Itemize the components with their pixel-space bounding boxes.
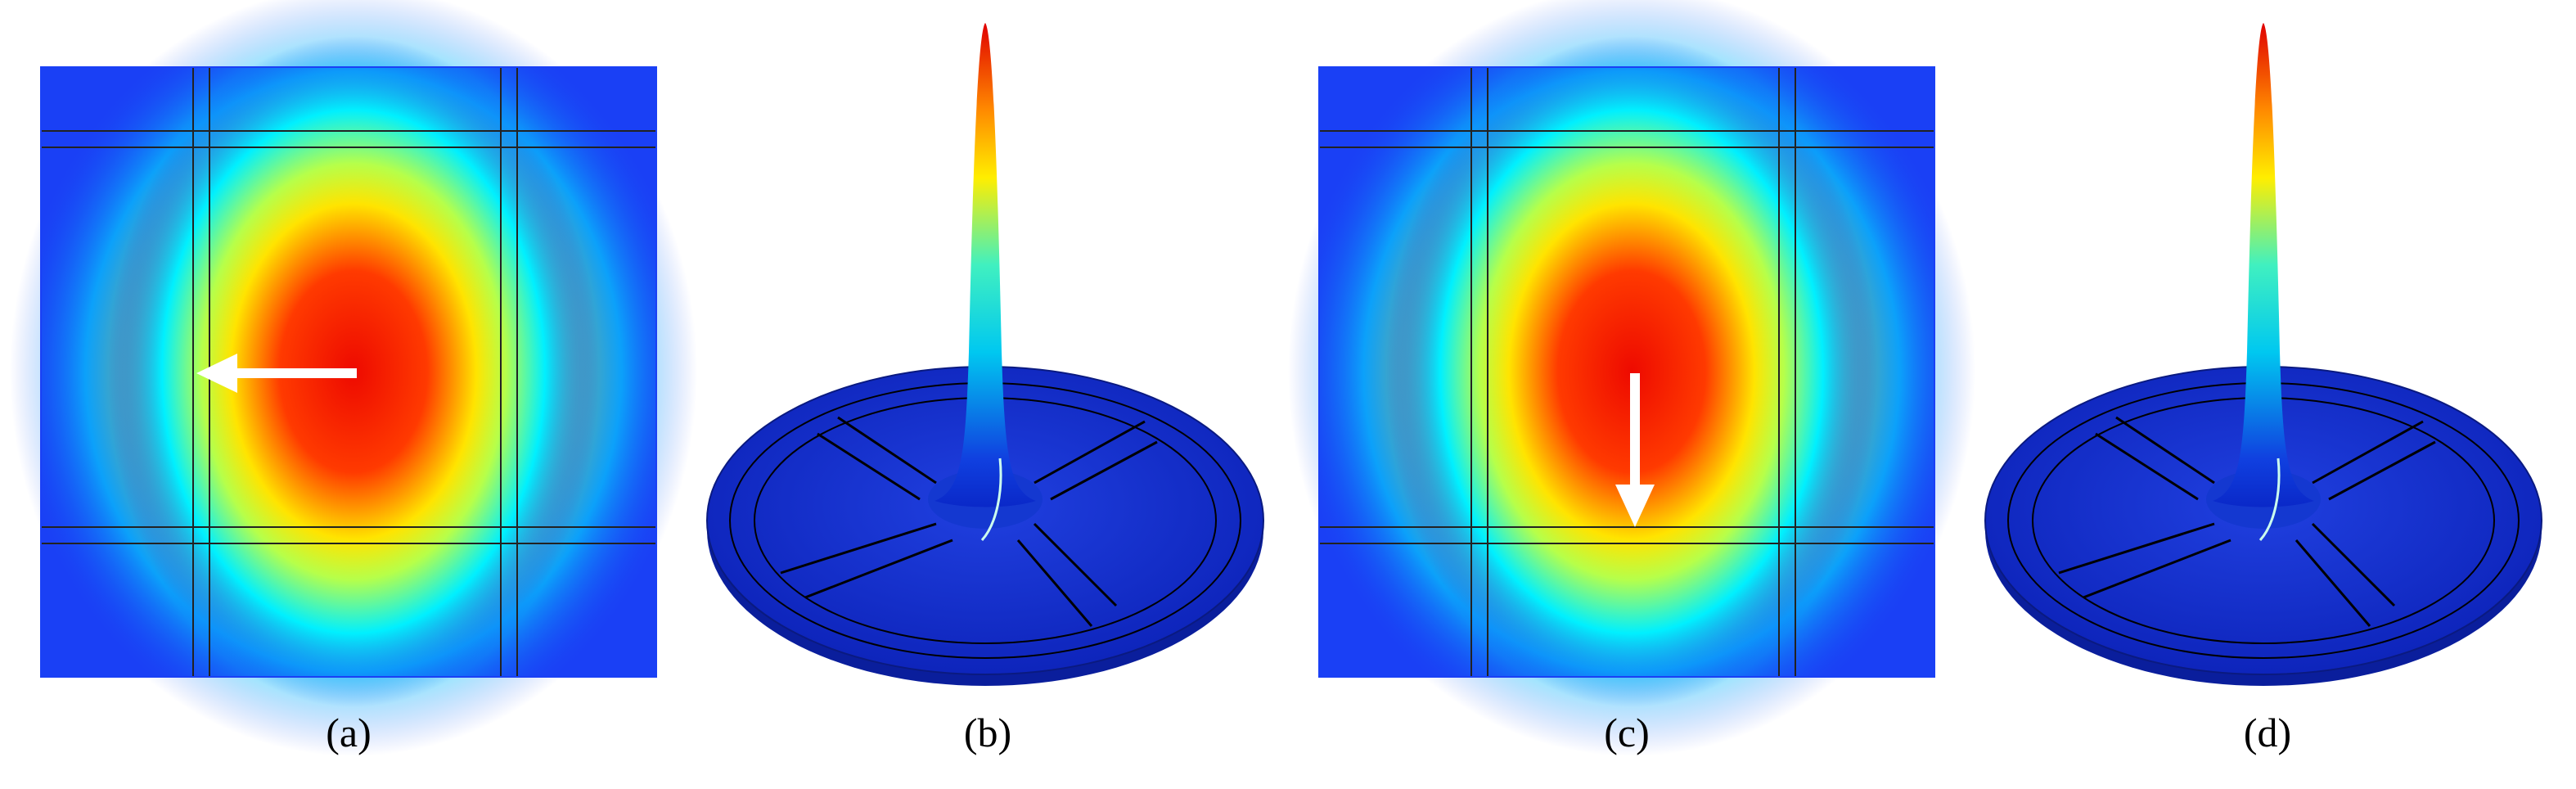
strip <box>1016 539 1093 627</box>
strip <box>2328 440 2436 501</box>
highlight <box>2259 458 2281 542</box>
strip <box>837 416 937 485</box>
caption: (a) <box>326 710 372 755</box>
strip <box>1034 420 1146 485</box>
highlight <box>980 458 1002 542</box>
caption: (b) <box>964 710 1011 755</box>
strip <box>2312 420 2424 485</box>
arrow-head <box>196 354 237 393</box>
peak <box>934 23 1036 507</box>
strip <box>1050 440 1158 501</box>
caption: (c) <box>1604 710 1650 755</box>
strip <box>804 539 953 599</box>
caption: (d) <box>2244 710 2291 755</box>
frame <box>40 66 657 678</box>
strip <box>780 522 937 575</box>
field-spot <box>1386 36 1877 707</box>
frame <box>1318 66 1935 678</box>
arrow-head <box>1615 485 1655 527</box>
field-map <box>1288 0 1975 756</box>
strip <box>2311 522 2396 607</box>
strip <box>817 432 921 501</box>
strip <box>2115 416 2215 485</box>
strip <box>1033 522 1118 607</box>
peak-plot <box>1984 23 2542 686</box>
peak <box>2213 23 2314 507</box>
strip <box>2295 539 2371 627</box>
peak-plot <box>706 23 1264 686</box>
strip <box>2058 522 2215 575</box>
panels <box>10 0 2542 756</box>
strip <box>2083 539 2231 599</box>
strip <box>2095 432 2199 501</box>
field-map <box>10 0 697 756</box>
